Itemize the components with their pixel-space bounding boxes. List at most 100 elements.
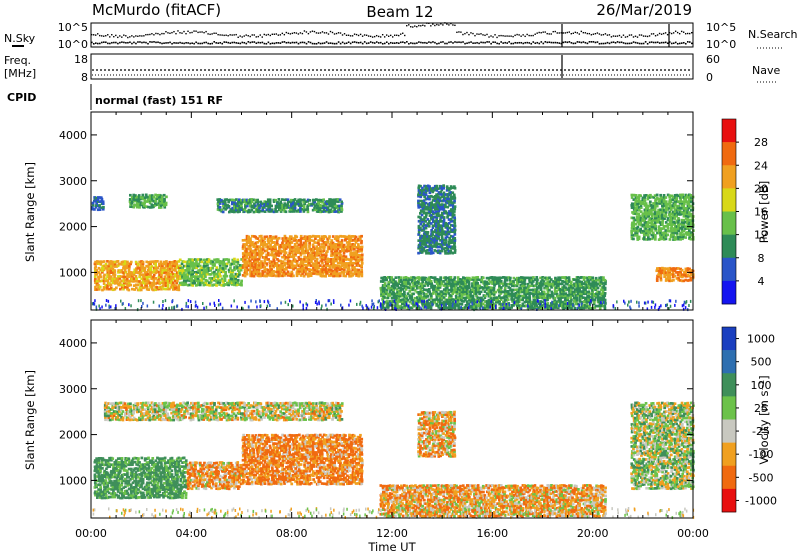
noise-sky-point xyxy=(512,35,514,38)
heatmap-cell xyxy=(317,253,321,257)
heatmap-cell xyxy=(342,251,346,255)
heatmap-cell xyxy=(388,290,392,294)
heatmap-cell xyxy=(589,276,592,279)
heatmap-cell xyxy=(304,247,308,251)
heatmap-cell xyxy=(639,194,642,198)
heatmap-cell xyxy=(256,206,260,209)
heatmap-cell xyxy=(449,241,453,245)
noise-search-point xyxy=(289,42,292,44)
heatmap-cell xyxy=(462,286,465,290)
heatmap-cell xyxy=(155,286,159,289)
heatmap-cell xyxy=(272,249,276,253)
heatmap-cell xyxy=(158,262,161,266)
heatmap-cell xyxy=(471,282,474,285)
heatmap-cell xyxy=(279,208,283,212)
noise-sky-point xyxy=(602,33,605,36)
heatmap-cell xyxy=(419,276,422,280)
heatmap-cell xyxy=(266,198,270,202)
heatmap-cell xyxy=(446,197,449,201)
heatmap-cell xyxy=(326,237,329,241)
noise-sky-point xyxy=(608,34,611,36)
heatmap-cell xyxy=(503,304,506,308)
noise-sky-point xyxy=(247,35,249,37)
heatmap-cell xyxy=(245,198,249,202)
heatmap-cell xyxy=(453,290,456,294)
heatmap-cell xyxy=(212,277,216,281)
heatmap-cell xyxy=(109,283,113,287)
heatmap-cell xyxy=(352,254,355,257)
heatmap-cell xyxy=(94,199,98,203)
heatmap-cell xyxy=(381,288,385,291)
heatmap-cell xyxy=(340,267,344,271)
noise-search-point xyxy=(109,42,111,45)
noise-search-point xyxy=(668,41,671,43)
heatmap-cell xyxy=(224,273,227,276)
heatmap-cell xyxy=(127,275,131,278)
heatmap-cell xyxy=(399,286,403,290)
heatmap-cell xyxy=(417,294,421,298)
noise-search-point xyxy=(674,41,677,44)
heatmap-cell xyxy=(297,198,300,202)
heatmap-cell xyxy=(227,200,230,204)
heatmap-cell xyxy=(246,241,250,244)
heatmap-cell xyxy=(129,273,132,276)
heatmap-cell xyxy=(345,272,349,275)
heatmap-cell xyxy=(297,239,301,242)
noise-search-point xyxy=(101,41,103,44)
heatmap-cell xyxy=(438,251,442,255)
heatmap-cell xyxy=(270,210,274,213)
heatmap-cell xyxy=(317,243,321,246)
heatmap-cell xyxy=(433,298,437,302)
heatmap-cell xyxy=(159,268,163,272)
heatmap-cell xyxy=(129,279,133,283)
heatmap-cell xyxy=(261,251,265,255)
heatmap-cell xyxy=(119,270,122,274)
heatmap-cell xyxy=(311,234,315,238)
heatmap-cell xyxy=(439,239,442,242)
heatmap-cell xyxy=(437,199,440,203)
heatmap-cell xyxy=(360,274,364,278)
heatmap-cell xyxy=(467,296,471,300)
heatmap-cell xyxy=(403,306,406,309)
heatmap-cell xyxy=(485,292,489,295)
noise-search-point xyxy=(259,41,262,44)
heatmap-cell xyxy=(145,200,149,203)
heatmap-cell xyxy=(250,272,254,276)
heatmap-cell xyxy=(293,264,297,268)
heatmap-cell xyxy=(421,186,424,190)
heatmap-cell xyxy=(148,194,152,197)
heatmap-cell xyxy=(440,249,444,253)
heatmap-cell xyxy=(422,192,426,196)
heatmap-cell xyxy=(424,190,428,194)
heatmap-cell xyxy=(245,250,248,253)
heatmap-cell xyxy=(449,220,453,223)
noise-sky-point xyxy=(301,32,304,35)
heatmap-cell xyxy=(140,281,143,284)
heatmap-cell xyxy=(340,200,343,204)
heatmap-cell xyxy=(339,266,342,269)
heatmap-cell xyxy=(270,270,274,274)
heatmap-cell xyxy=(286,257,290,261)
heatmap-cell xyxy=(315,247,318,250)
heatmap-cell xyxy=(301,198,304,202)
heatmap-cell xyxy=(188,277,191,281)
heatmap-cell xyxy=(93,267,97,270)
heatmap-cell xyxy=(336,198,340,201)
heatmap-cell xyxy=(444,246,447,250)
heatmap-cell xyxy=(440,294,444,297)
heatmap-cell xyxy=(447,187,451,190)
heatmap-cell xyxy=(419,241,422,244)
heatmap-cell xyxy=(456,280,460,284)
heatmap-cell xyxy=(437,226,440,229)
heatmap-cell xyxy=(329,241,333,244)
heatmap-cell xyxy=(382,290,385,293)
heatmap-cell xyxy=(446,199,450,203)
heatmap-cell xyxy=(419,203,423,206)
heatmap-cell xyxy=(441,213,444,217)
heatmap-cell xyxy=(190,277,193,281)
heatmap-cell xyxy=(282,208,286,212)
heatmap-cell xyxy=(134,260,138,264)
noise-sky-point xyxy=(375,34,378,37)
heatmap-cell xyxy=(116,279,120,282)
heatmap-cell xyxy=(286,260,290,263)
